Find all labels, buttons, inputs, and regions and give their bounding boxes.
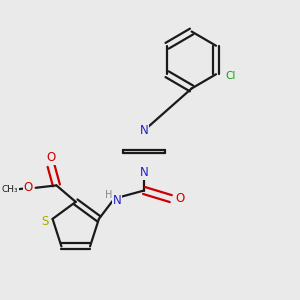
Text: O: O [175,192,184,205]
Text: O: O [24,181,33,194]
Text: N: N [140,124,148,137]
Text: N: N [113,194,122,208]
Text: H: H [105,190,112,200]
Text: O: O [46,151,56,164]
Text: S: S [41,215,49,228]
Text: Cl: Cl [226,71,236,81]
Text: CH₃: CH₃ [2,185,18,194]
Text: N: N [140,166,148,179]
